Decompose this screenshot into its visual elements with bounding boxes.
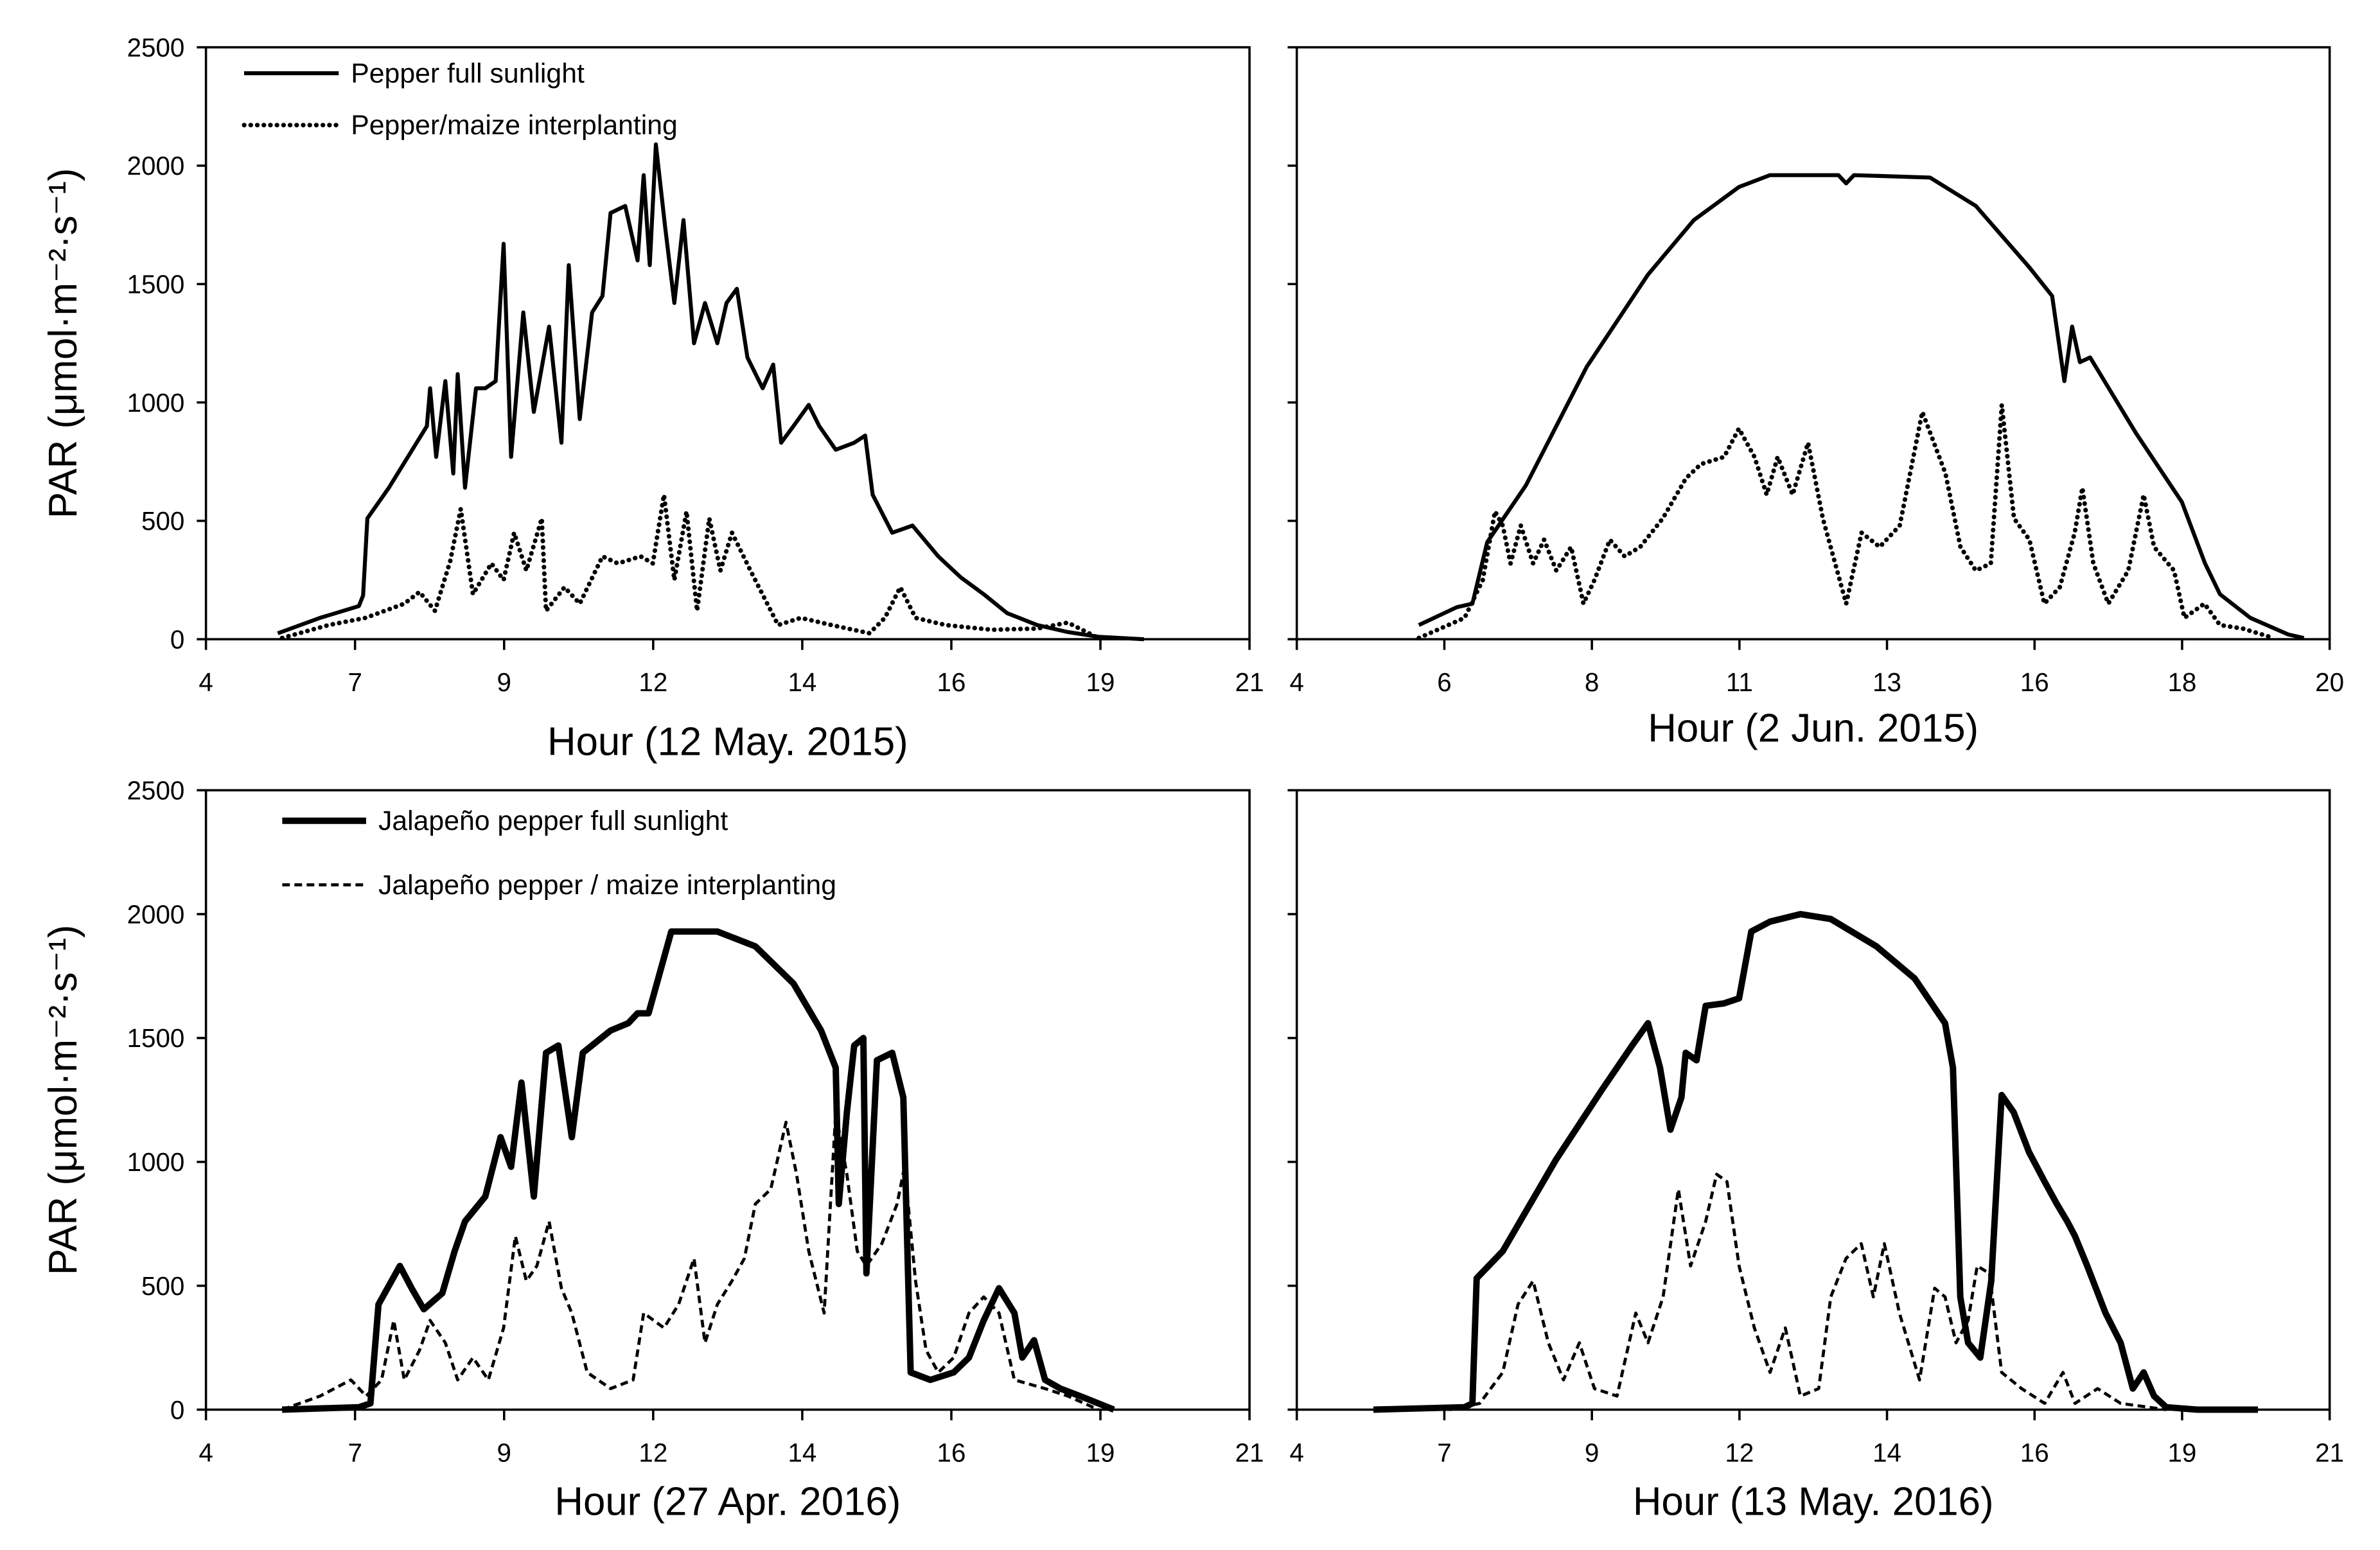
y-axis-label-top: PAR (μmol·m⁻²·s⁻¹) — [41, 168, 85, 519]
series-line-thick-solid — [281, 928, 1115, 1413]
x-axis-title: Hour (13 May. 2016) — [1633, 1479, 1994, 1524]
x-tick-label: 8 — [1585, 667, 1599, 697]
x-tick-label: 9 — [497, 1438, 511, 1467]
x-tick-label: 21 — [2315, 1438, 2344, 1467]
x-tick-label: 14 — [788, 1438, 816, 1467]
x-tick-label: 9 — [497, 667, 511, 697]
x-tick-label: 16 — [2020, 667, 2049, 697]
y-tick-label: 0 — [170, 1395, 184, 1425]
y-tick-label: 2500 — [127, 33, 185, 62]
x-tick-label: 11 — [1726, 667, 1753, 697]
chart-panel-2: 4 6 8 11 13 16 18 20 Hour (2 Jun. 2015) — [1287, 46, 2344, 750]
y-tick-label: 1500 — [127, 1023, 185, 1053]
y-tick-label: 2000 — [127, 151, 185, 181]
x-tick-label: 9 — [1585, 1438, 1599, 1467]
y-tick-label: 2000 — [127, 899, 185, 929]
x-axis-title: Hour (12 May. 2015) — [547, 720, 908, 764]
series-line-dashed — [281, 1111, 1099, 1411]
y-tick-label: 1000 — [127, 1147, 185, 1177]
series-line-solid — [277, 142, 1144, 642]
x-tick-label: 4 — [198, 1438, 213, 1467]
x-tick-label: 21 — [1235, 667, 1264, 697]
plot-frame — [204, 46, 1251, 640]
chart-panel-1: 0 500 1000 1500 2000 2500 4 7 9 12 14 16 19 21 Hour (1… — [127, 33, 1264, 764]
legend-label: Jalapeño pepper full sunlight — [378, 806, 728, 836]
x-tick-label: 6 — [1437, 667, 1451, 697]
plot-frame — [1295, 789, 2331, 1411]
chart-panel-4: 4 7 9 12 14 16 19 21 Hour (13 May. 2016) — [1287, 789, 2344, 1524]
plot-frame — [1295, 46, 2331, 640]
legend-label: Pepper full sunlight — [351, 58, 585, 89]
series-line-solid — [1418, 173, 2305, 640]
x-tick-label: 16 — [937, 667, 966, 697]
x-tick-label: 16 — [937, 1438, 966, 1467]
y-tick-label: 500 — [141, 1271, 184, 1301]
series-line-dotted — [279, 492, 1101, 640]
x-tick-label: 12 — [639, 667, 667, 697]
x-tick-label: 13 — [1873, 667, 1901, 697]
x-axis-title: Hour (27 Apr. 2016) — [554, 1479, 901, 1524]
legend-label: Jalapeño pepper / maize interplanting — [378, 870, 836, 901]
x-tick-label: 18 — [2167, 667, 2196, 697]
x-tick-label: 14 — [1873, 1438, 1901, 1467]
x-tick-label: 12 — [639, 1438, 667, 1467]
x-tick-label: 4 — [1290, 667, 1304, 697]
x-axis-title: Hour (2 Jun. 2015) — [1648, 706, 1979, 750]
y-axis-label-bottom: PAR (μmol·m⁻²·s⁻¹) — [41, 925, 85, 1276]
y-tick-label: 1500 — [127, 269, 185, 299]
y-tick-label: 1000 — [127, 388, 185, 418]
x-tick-label: 12 — [1725, 1438, 1754, 1467]
series-line-thick-solid — [1373, 911, 2258, 1413]
legend-label: Pepper/maize interplanting — [351, 110, 678, 141]
x-tick-label: 4 — [1290, 1438, 1304, 1467]
x-tick-label: 19 — [1086, 1438, 1115, 1467]
y-tick-label: 0 — [170, 624, 184, 654]
x-tick-label: 7 — [348, 1438, 362, 1467]
plot-frame — [204, 789, 1251, 1411]
series-line-dashed — [1449, 1172, 2167, 1411]
x-tick-label: 19 — [1086, 667, 1115, 697]
x-tick-label: 19 — [2167, 1438, 2196, 1467]
x-tick-label: 7 — [348, 667, 362, 697]
x-tick-label: 20 — [2315, 667, 2344, 697]
x-tick-label: 21 — [1235, 1438, 1264, 1467]
series-line-dotted — [1416, 402, 2276, 640]
x-tick-label: 14 — [788, 667, 816, 697]
x-tick-label: 4 — [198, 667, 213, 697]
x-tick-label: 7 — [1437, 1438, 1451, 1467]
y-tick-label: 2500 — [127, 776, 185, 806]
x-tick-label: 16 — [2020, 1438, 2049, 1467]
chart-panel-3: 0 500 1000 1500 2000 2500 4 7 9 12 14 16 19 21 Hour (2… — [127, 776, 1264, 1524]
y-tick-label: 500 — [141, 506, 184, 536]
